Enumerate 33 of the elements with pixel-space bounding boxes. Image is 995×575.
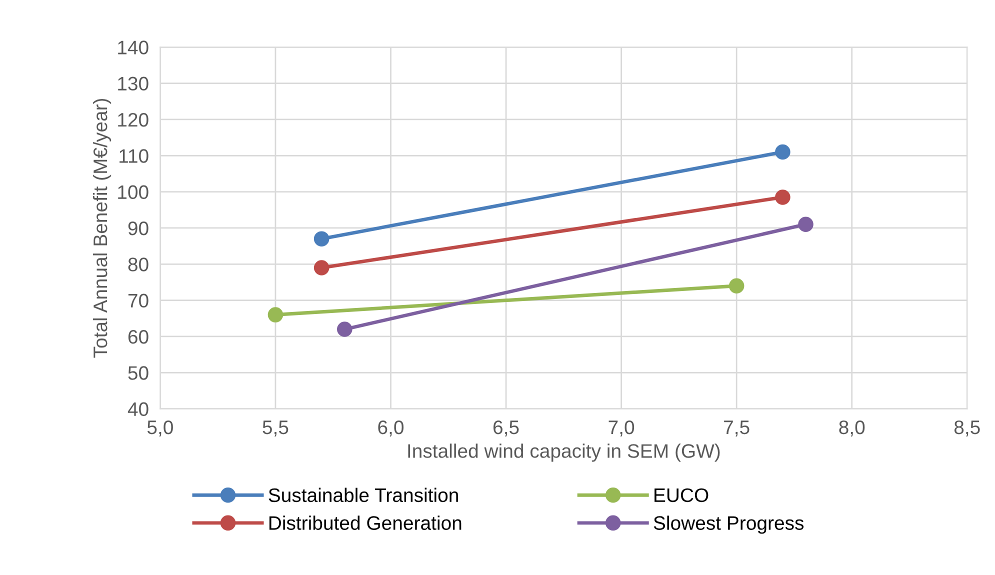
x-axis-title: Installed wind capacity in SEM (GW) — [408, 444, 720, 462]
point — [268, 307, 284, 322]
y-tick-label: 90 — [128, 221, 148, 236]
x-tick-label: 8,5 — [954, 420, 980, 437]
legend-label: EUCO — [654, 488, 708, 502]
y-tick-label: 80 — [128, 258, 148, 272]
y-tick-label: 50 — [128, 366, 148, 380]
x-tick-label: 8,0 — [839, 420, 865, 437]
x-tick-label: 5,5 — [262, 420, 288, 437]
y-tick-label: 140 — [118, 40, 148, 54]
point — [775, 144, 790, 160]
legend-label: Sustainable Transition — [268, 488, 458, 502]
x-tick-label: 6,0 — [378, 420, 404, 437]
point — [337, 322, 352, 337]
y-tick-label: 120 — [118, 112, 148, 127]
y-tick-label: 110 — [120, 149, 148, 163]
y-tick-label: 40 — [128, 402, 148, 416]
x-tick-label: 7,0 — [608, 420, 634, 437]
point — [775, 190, 790, 205]
point — [314, 260, 330, 276]
point — [728, 278, 744, 294]
x-tick-label: 7,5 — [724, 420, 750, 437]
x-tick-label: 6,5 — [494, 420, 519, 437]
point — [798, 216, 814, 232]
point — [314, 231, 330, 246]
legend-label: Distributed Generation — [269, 516, 462, 530]
y-axis-title: Total Annual Benefit (M€/year) — [92, 98, 112, 358]
y-tick-label: 130 — [118, 76, 148, 91]
x-tick-label: 5,0 — [147, 420, 173, 437]
y-tick-label: 100 — [118, 185, 148, 200]
y-tick-label: 60 — [128, 330, 148, 344]
y-tick-label: 70 — [128, 294, 148, 308]
legend-label: Slowest Progress — [654, 516, 804, 534]
